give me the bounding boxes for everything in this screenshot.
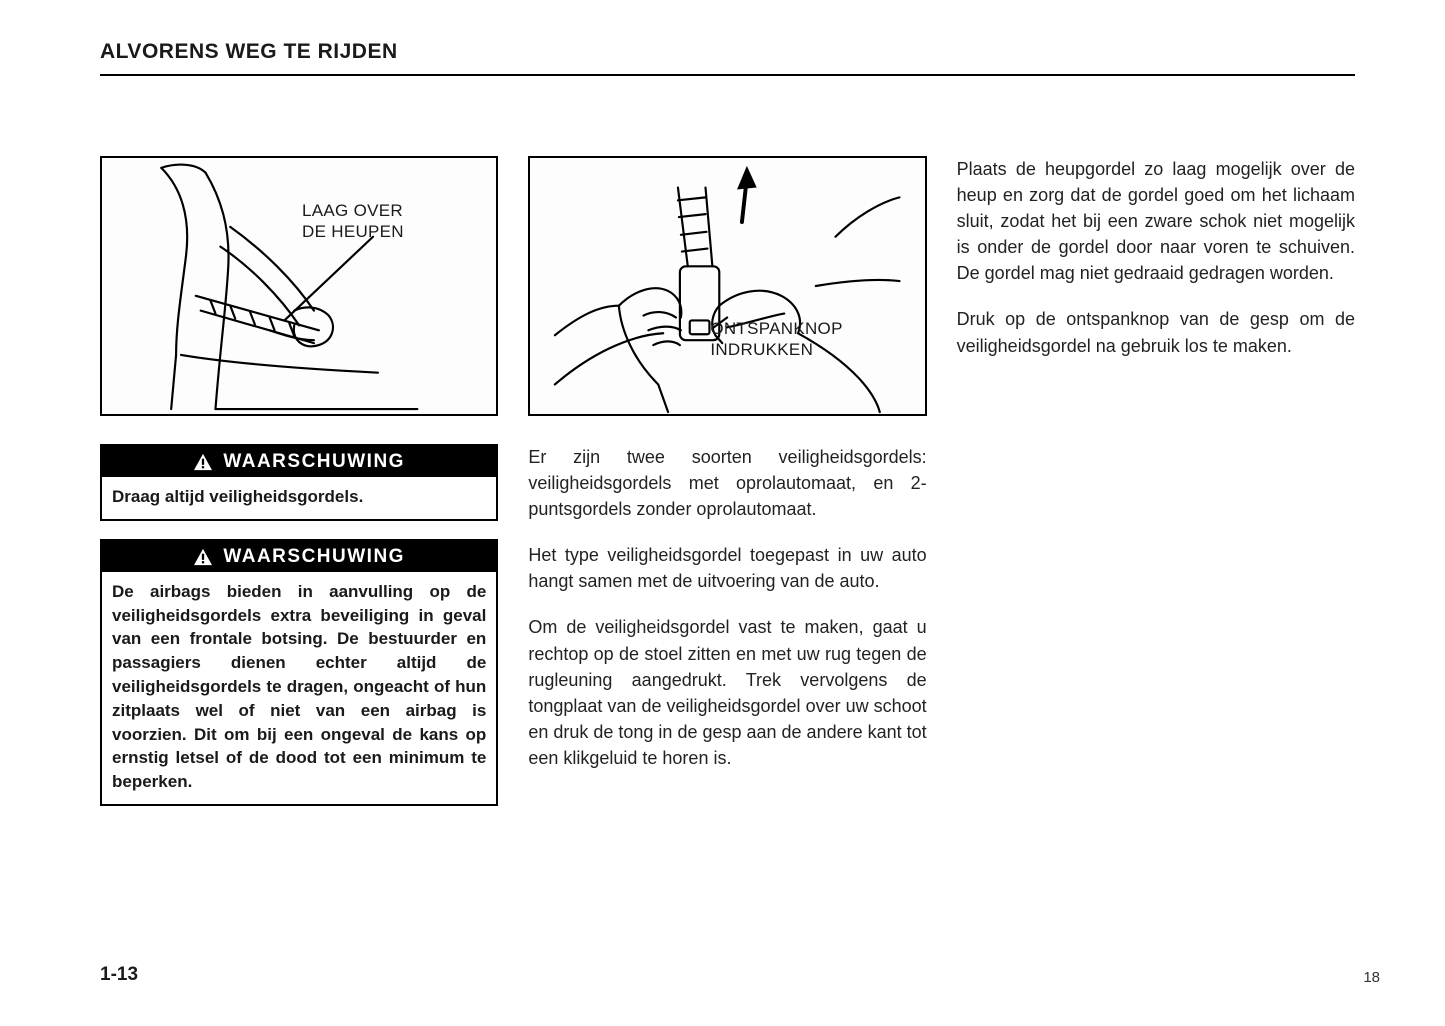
warning-box-2: WAARSCHUWING De airbags bieden in aanvul… xyxy=(100,539,498,806)
figure-2-label-line2: INDRUKKEN xyxy=(710,340,813,359)
figure-2-label-line1: ONTSPANKNOP xyxy=(710,319,842,338)
warning-triangle-icon xyxy=(193,453,213,471)
warning-header-2: WAARSCHUWING xyxy=(102,541,496,572)
paragraph-fasten-instructions: Om de veiligheidsgordel vast te maken, g… xyxy=(528,614,926,771)
column-3: Plaats de heupgordel zo laag mogelijk ov… xyxy=(957,156,1355,824)
page-number-section: 1-13 xyxy=(100,964,138,986)
column-1: LAAG OVER DE HEUPEN WAARSCHUWING Draag a… xyxy=(100,156,498,824)
warning-header-1: WAARSCHUWING xyxy=(102,446,496,477)
warning-body-2: De airbags bieden in aanvulling op de ve… xyxy=(102,572,496,804)
paragraph-belt-types: Er zijn twee soorten veiligheidsgordels:… xyxy=(528,444,926,522)
warning-header-label-2: WAARSCHUWING xyxy=(223,546,405,568)
figure-1-label-line2: DE HEUPEN xyxy=(302,222,404,241)
warning-header-label-1: WAARSCHUWING xyxy=(223,451,405,473)
figure-2-label: ONTSPANKNOP INDRUKKEN xyxy=(710,318,842,361)
release-button-illustration xyxy=(530,158,924,414)
paragraph-belt-depends: Het type veiligheidsgordel toegepast in … xyxy=(528,542,926,594)
seatbelt-hip-illustration xyxy=(102,158,496,414)
column-2: ONTSPANKNOP INDRUKKEN Er zijn twee soort… xyxy=(528,156,926,824)
manual-page: ALVORENS WEG TE RIJDEN xyxy=(0,0,1445,1026)
figure-1-seatbelt-hip: LAAG OVER DE HEUPEN xyxy=(100,156,498,416)
paragraph-hip-belt-placement: Plaats de heupgordel zo laag mogelijk ov… xyxy=(957,156,1355,286)
warning-triangle-icon xyxy=(193,548,213,566)
paragraph-release: Druk op de ontspanknop van de gesp om de… xyxy=(957,306,1355,358)
page-title: ALVORENS WEG TE RIJDEN xyxy=(100,40,1355,76)
figure-1-label: LAAG OVER DE HEUPEN xyxy=(302,200,404,243)
figure-2-release-button: ONTSPANKNOP INDRUKKEN xyxy=(528,156,926,416)
warning-body-1: Draag altijd veiligheidsgordels. xyxy=(102,477,496,519)
content-columns: LAAG OVER DE HEUPEN WAARSCHUWING Draag a… xyxy=(100,156,1355,824)
page-number-sheet: 18 xyxy=(1363,969,1380,986)
figure-1-label-line1: LAAG OVER xyxy=(302,201,403,220)
warning-box-1: WAARSCHUWING Draag altijd veiligheidsgor… xyxy=(100,444,498,521)
